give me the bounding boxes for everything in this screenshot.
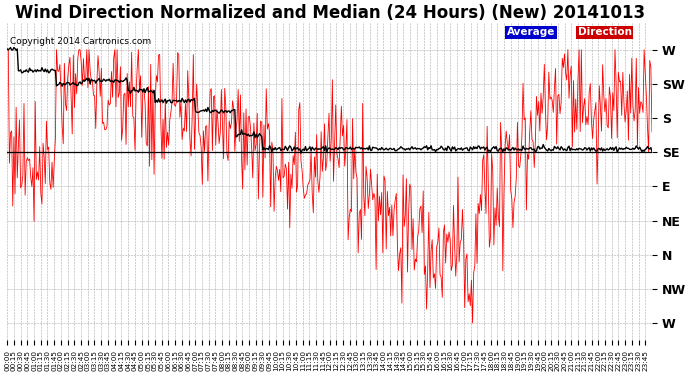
Text: Direction: Direction	[578, 27, 632, 37]
Title: Wind Direction Normalized and Median (24 Hours) (New) 20141013: Wind Direction Normalized and Median (24…	[14, 4, 644, 22]
Text: Average: Average	[507, 27, 555, 37]
Text: Copyright 2014 Cartronics.com: Copyright 2014 Cartronics.com	[10, 37, 152, 46]
